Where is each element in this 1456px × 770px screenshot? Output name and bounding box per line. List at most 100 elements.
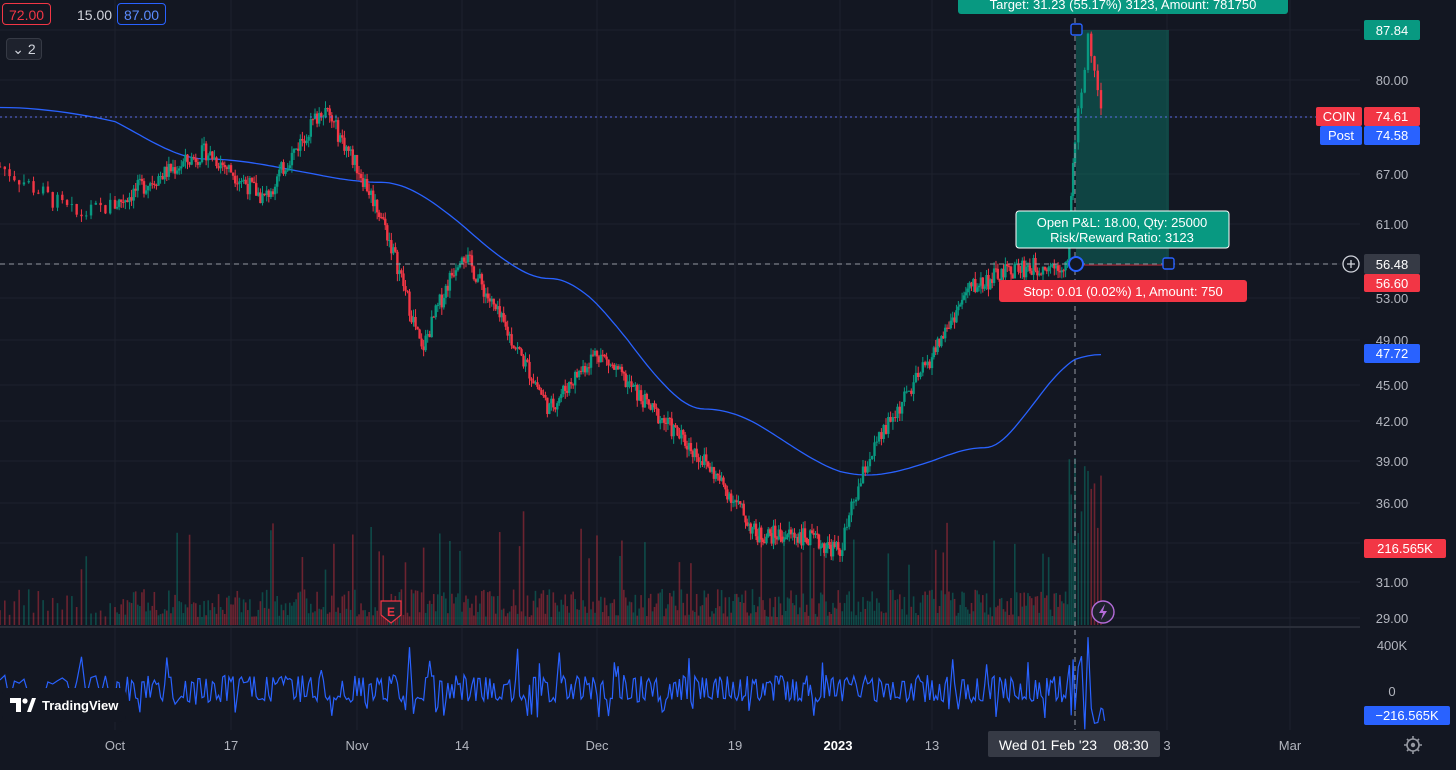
volume-bar — [502, 608, 505, 625]
candle — [581, 359, 585, 375]
price-axis-label: 29.00 — [1376, 611, 1409, 626]
volume-bar — [887, 553, 890, 625]
candle — [438, 293, 441, 310]
candle — [953, 312, 956, 329]
candle — [188, 161, 191, 168]
candle — [910, 388, 913, 397]
candle — [618, 364, 622, 370]
candle — [324, 101, 327, 119]
volume-bar — [841, 611, 844, 625]
candle — [229, 162, 233, 173]
candle — [724, 483, 727, 496]
candle — [1093, 55, 1096, 78]
legend-toggle-button[interactable]: ⌄ 2 — [6, 38, 42, 60]
volume-bar — [765, 616, 768, 625]
candle — [739, 501, 742, 508]
volume-bar — [807, 615, 810, 625]
candle — [440, 287, 444, 315]
candle — [416, 326, 419, 330]
candle — [651, 402, 654, 413]
candle — [318, 107, 321, 127]
entry-handle[interactable] — [1068, 256, 1084, 272]
candle — [966, 283, 969, 299]
candle — [468, 251, 472, 263]
volume-bar — [528, 616, 531, 625]
candle — [994, 260, 998, 273]
candle — [546, 397, 549, 418]
candle — [824, 542, 828, 558]
candle — [705, 447, 708, 470]
volume-bar — [168, 590, 170, 625]
candle — [678, 427, 681, 440]
volume-bar — [536, 607, 539, 625]
volume-bar — [576, 609, 578, 625]
candle — [420, 333, 423, 350]
volume-bar — [853, 539, 855, 625]
pnl-label[interactable]: Open P&L: 18.00, Qty: 25000 Risk/Reward … — [1015, 210, 1230, 249]
candle — [603, 353, 606, 358]
candle — [309, 112, 312, 144]
pnl-label-line2: Risk/Reward Ratio: 3123 — [1050, 230, 1194, 245]
candle — [585, 363, 589, 375]
volume-bar — [1040, 591, 1042, 625]
candle — [763, 533, 766, 544]
target-handle[interactable] — [1070, 23, 1083, 36]
volume-bar — [788, 598, 791, 625]
indicator-value-blue[interactable]: 87.00 — [117, 3, 167, 25]
candle — [204, 141, 208, 166]
candle — [607, 359, 610, 374]
candle — [219, 155, 222, 174]
candle — [992, 262, 996, 286]
stop-label[interactable]: Stop: 0.01 (0.02%) 1, Amount: 750 — [999, 280, 1247, 302]
price-axis-label: 36.00 — [1376, 496, 1409, 511]
volume-bar — [1057, 606, 1059, 625]
time-axis[interactable]: Oct 17 Nov 14 Dec 19 2023 13 3 Mar — [105, 738, 1302, 753]
candle — [271, 188, 275, 197]
volume-bar — [149, 610, 152, 625]
candle — [1032, 254, 1035, 281]
tradingview-logo[interactable]: TradingView — [2, 688, 127, 722]
price-axis-label: 61.00 — [1376, 217, 1409, 232]
candle — [833, 534, 836, 549]
volume-bar — [826, 615, 829, 625]
width-handle[interactable] — [1162, 257, 1175, 270]
gear-icon[interactable] — [1404, 736, 1422, 754]
candle — [190, 152, 193, 166]
volume-bar — [649, 593, 652, 625]
target-label[interactable]: Target: 31.23 (55.17%) 3123, Amount: 781… — [958, 0, 1288, 14]
lightning-icon[interactable] — [1091, 600, 1115, 624]
candle — [722, 475, 725, 488]
candle — [859, 478, 862, 487]
candle — [386, 223, 389, 246]
candle — [634, 382, 637, 391]
candle — [866, 461, 869, 474]
volume-bar — [592, 601, 594, 625]
volume-bar — [709, 616, 711, 625]
volume-bar — [1034, 596, 1037, 625]
volume-bar — [638, 608, 640, 625]
candle — [1045, 267, 1048, 275]
candle — [821, 542, 824, 548]
volume-bar — [412, 593, 415, 625]
candle — [826, 536, 829, 554]
candle — [452, 268, 456, 278]
volume-bar — [109, 603, 112, 625]
indicator-value-red[interactable]: 72.00 — [2, 3, 52, 25]
candle — [498, 298, 501, 322]
candle — [616, 364, 620, 370]
volume-bar — [910, 606, 913, 625]
earnings-badge[interactable]: E — [380, 600, 402, 624]
volume-bar — [238, 597, 241, 625]
post-tag-text: Post — [1328, 128, 1354, 143]
candle — [767, 526, 770, 538]
candle — [430, 310, 433, 338]
volume-bar — [959, 604, 962, 625]
candle — [991, 272, 994, 289]
volume-bar — [1021, 606, 1024, 625]
candle — [263, 193, 266, 197]
candle — [357, 166, 361, 181]
chevron-down-icon: ⌄ — [12, 41, 25, 57]
volume-bar — [153, 591, 156, 625]
time-axis-label: Nov — [345, 738, 369, 753]
